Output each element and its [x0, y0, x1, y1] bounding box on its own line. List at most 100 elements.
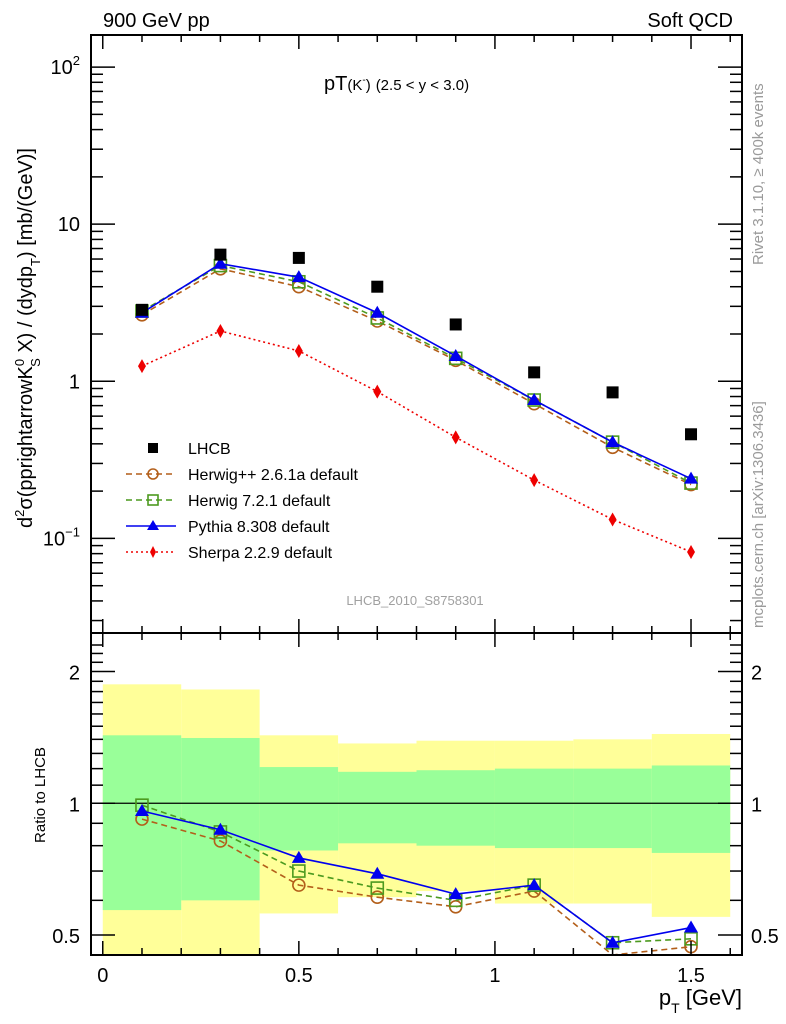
- ratio-axis-ticks: [91, 633, 742, 955]
- plot-title: pT(K-) (2.5 < y < 3.0): [324, 73, 469, 95]
- ratio-y-tick-label-left: 1: [69, 794, 80, 816]
- legend-label: LHCB: [188, 441, 231, 458]
- ratio-line-3: [142, 968, 220, 987]
- legend-label: Herwig 7.2.1 default: [188, 493, 331, 510]
- data-point: [137, 359, 146, 374]
- legend: LHCB Herwig++ 2.6.1a default Herwig 7.2.1 …: [126, 441, 358, 562]
- ratio-y-tick-label-right: 1: [751, 794, 762, 816]
- data-point: [687, 544, 696, 559]
- legend-marker: [150, 546, 156, 558]
- ylabel-d: d: [15, 517, 37, 528]
- legend-marker: [147, 468, 159, 480]
- ratio-plot-frame: [90, 632, 743, 956]
- mcplots-label: mcplots.cern.ch [arXiv:1306.3436]: [750, 401, 767, 628]
- ratio-y-tick-label-left: 2: [69, 663, 80, 685]
- ylabel-process: σ(pprightarrowK: [15, 365, 37, 509]
- stat-uncertainty-band: [573, 768, 652, 849]
- ratio-point: [213, 834, 228, 848]
- data-point: [291, 270, 306, 283]
- x-tick-label: 0.5: [285, 965, 313, 987]
- y-tick-label: 102: [51, 53, 80, 79]
- ratio-point: [527, 878, 542, 891]
- ylabel-mid: X) / (dydp: [15, 266, 37, 358]
- data-point: [214, 248, 227, 261]
- ratio-point: [370, 890, 385, 904]
- y-tick-base: 10: [51, 57, 73, 79]
- stat-uncertainty-band: [338, 771, 417, 844]
- data-point: [684, 471, 699, 484]
- xlabel-sub-T: T: [671, 1000, 680, 1016]
- data-point: [685, 428, 698, 441]
- ratio-point: [134, 804, 149, 817]
- ratio-point: [292, 878, 306, 892]
- ratio-y-tick-label-right: 2: [751, 663, 762, 685]
- legend-marker: [148, 443, 158, 453]
- title-particle: (K: [347, 77, 362, 94]
- ylabel-subS: S: [28, 358, 43, 367]
- data-point: [606, 386, 619, 399]
- series-line-1: [141, 267, 692, 486]
- y-tick-exponent: −1: [65, 524, 80, 539]
- analysis-label: LHCB_2010_S8758301: [346, 593, 483, 608]
- ylabel-sup2: 2: [12, 510, 27, 517]
- data-point: [448, 348, 463, 361]
- data-point: [213, 256, 228, 269]
- y-tick-exponent: 2: [73, 53, 80, 68]
- y-tick-label: 1: [69, 371, 80, 393]
- x-tick-labels: 0 0.5 1 1.5: [97, 965, 705, 987]
- series-line-3: [141, 262, 692, 480]
- ratio-line-0: [141, 818, 692, 955]
- data-point: [528, 366, 541, 379]
- y-tick-base: 10: [58, 214, 80, 236]
- x-tick-label: 1.5: [677, 965, 705, 987]
- collision-label: 900 GeV pp: [103, 10, 210, 32]
- data-point: [451, 430, 460, 445]
- legend-label: Pythia 8.308 default: [188, 519, 330, 536]
- y-tick-label: 10−1: [43, 524, 80, 550]
- data-point: [135, 303, 148, 316]
- y-tick-base: 1: [69, 371, 80, 393]
- title-main: pT: [324, 73, 347, 95]
- xlabel-unit: [GeV]: [680, 985, 742, 1010]
- ratio-point: [605, 935, 620, 948]
- ylabel-sup0: 0: [12, 359, 27, 366]
- ylabel-subT: T: [28, 258, 43, 266]
- ratio-point: [684, 920, 699, 933]
- series-line-4: [141, 330, 692, 553]
- ratio-point: [370, 866, 385, 879]
- stat-uncertainty-band: [494, 768, 574, 849]
- x-tick-label: 0: [97, 965, 108, 987]
- main-y-axis-title: d2σ(pprightarrowK0S X) / (dydpT) [mb/(Ge…: [12, 148, 43, 528]
- xlabel-p: p: [659, 985, 671, 1010]
- x-tick-label: 1: [489, 965, 500, 987]
- ratio-point: [291, 850, 306, 863]
- ratio-line-2: [141, 810, 692, 944]
- rivet-version-label: Rivet 3.1.10, ≥ 400k events: [750, 83, 767, 265]
- data-point: [294, 343, 303, 358]
- data-point: [530, 473, 539, 488]
- data-point: [605, 435, 620, 448]
- ratio-uncertainty-bands: [102, 684, 731, 955]
- ylabel-units: ) [mb/(GeV)]: [15, 148, 37, 258]
- legend-marker: [147, 520, 159, 530]
- data-point: [292, 251, 305, 264]
- data-point: [373, 384, 382, 399]
- ratio-y-tick-label-right: 0.5: [751, 926, 779, 948]
- ratio-point: [213, 822, 228, 835]
- legend-label: Herwig++ 2.6.1a default: [188, 467, 358, 484]
- ratio-y-tick-label-left: 0.5: [52, 926, 80, 948]
- y-tick-base: 10: [43, 528, 65, 550]
- legend-label: Sherpa 2.2.9 default: [188, 545, 333, 562]
- main-axis-ticks: [91, 35, 742, 633]
- stat-uncertainty-band: [102, 735, 182, 911]
- data-point: [449, 318, 462, 331]
- title-close: ): [366, 77, 371, 94]
- title-charge: -: [362, 75, 365, 86]
- ratio-series-group: [134, 798, 699, 987]
- ratio-point: [448, 887, 463, 900]
- ratio-point: [292, 864, 306, 878]
- stat-uncertainty-band: [259, 767, 339, 851]
- series-line-2: [141, 264, 692, 484]
